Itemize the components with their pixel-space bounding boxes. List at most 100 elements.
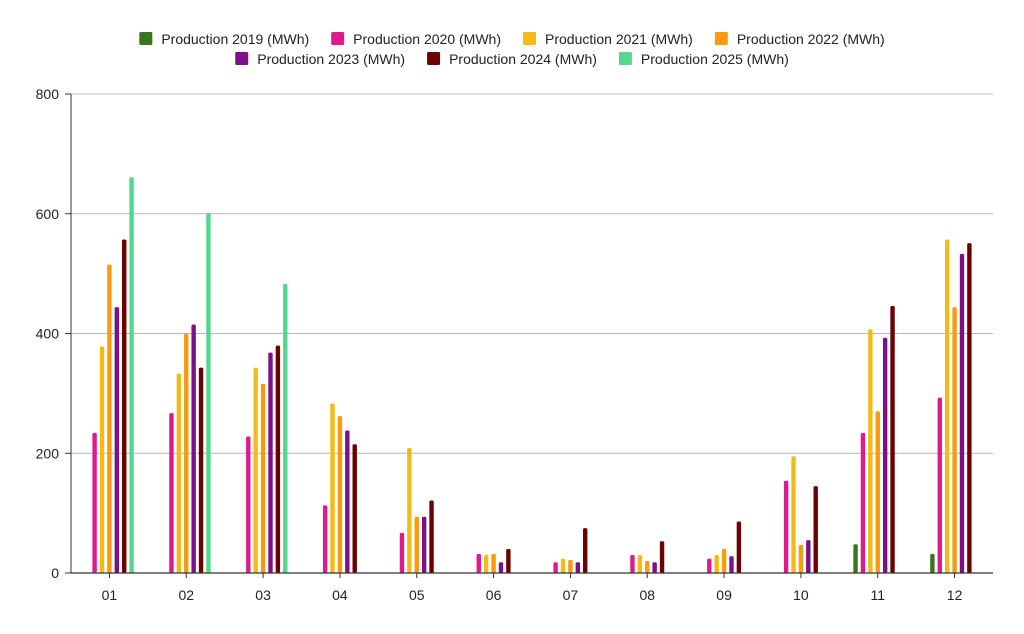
legend-label: Production 2023 (MWh) [257, 51, 405, 67]
bar [860, 432, 866, 573]
bar [184, 333, 189, 573]
bar [798, 544, 804, 573]
legend-item: Production 2025 (MWh) [618, 51, 789, 67]
bar [506, 549, 511, 573]
bar [191, 324, 196, 573]
bar [721, 549, 727, 573]
bar [268, 352, 273, 573]
bar [322, 505, 328, 573]
bar [729, 556, 734, 573]
bar [129, 177, 134, 573]
y-tick-label: 400 [36, 326, 60, 342]
bar [882, 337, 888, 573]
legend-label: Production 2024 (MWh) [449, 51, 597, 67]
bar [107, 264, 112, 573]
bar [736, 521, 742, 573]
bar [583, 528, 588, 573]
legend-item: Production 2021 (MWh) [523, 31, 693, 47]
bar [791, 456, 796, 573]
bar [575, 562, 581, 573]
bar [399, 532, 405, 573]
bar [491, 553, 496, 573]
bar [553, 562, 558, 573]
bar [959, 253, 965, 573]
bar [330, 403, 335, 573]
bar [407, 447, 412, 573]
bar [253, 367, 258, 573]
bar [952, 307, 957, 573]
bar [337, 416, 343, 573]
legend-label: Production 2020 (MWh) [353, 31, 501, 47]
legend-swatch [618, 52, 632, 65]
grid [71, 93, 993, 454]
x-tick-label: 06 [486, 587, 502, 603]
legend-label: Production 2022 (MWh) [737, 31, 885, 47]
bar [645, 561, 650, 573]
x-tick-label: 04 [332, 587, 348, 603]
bar [813, 486, 818, 573]
bar [206, 213, 211, 573]
bar [937, 397, 942, 573]
legend-swatch [427, 52, 441, 65]
legend-item: Production 2023 (MWh) [235, 51, 405, 67]
bar [707, 558, 712, 573]
bar [868, 329, 873, 573]
y-tick-label: 800 [36, 86, 60, 102]
x-tick-label: 03 [255, 587, 271, 603]
axes: 0 200 400 600 800 01 02 03 04 05 06 07 08 09 10 11 12 [36, 86, 993, 603]
x-tick-label: 01 [102, 587, 118, 603]
bar [806, 540, 811, 573]
bar [421, 516, 427, 573]
bars [92, 177, 972, 573]
bar [560, 558, 566, 573]
bar [875, 411, 880, 573]
bar [122, 239, 127, 573]
bar [476, 553, 481, 573]
bar [714, 555, 719, 573]
x-tick-label: 12 [947, 587, 963, 603]
legend: Production 2019 (MWh) Production 2020 (MW… [139, 31, 885, 67]
x-tick-label: 10 [793, 587, 809, 603]
bar [944, 239, 950, 573]
legend-item: Production 2019 (MWh) [139, 31, 309, 47]
bar [414, 516, 419, 573]
bar [169, 413, 174, 573]
bar [99, 346, 105, 573]
bar [92, 432, 97, 573]
x-tick-label: 02 [178, 587, 194, 603]
bar [176, 373, 182, 573]
bar [659, 541, 665, 573]
bar [853, 544, 858, 573]
bar [498, 562, 504, 573]
legend-swatch [523, 32, 536, 45]
legend-swatch [139, 32, 153, 45]
legend-label: Production 2019 (MWh) [161, 31, 309, 47]
legend-item: Production 2024 (MWh) [427, 51, 597, 67]
legend-swatch [235, 52, 249, 65]
bar [283, 283, 288, 573]
x-tick-label: 08 [639, 587, 655, 603]
legend-swatch [714, 32, 728, 45]
x-tick-label: 07 [563, 587, 579, 603]
bar [652, 562, 657, 573]
bar [890, 305, 895, 573]
x-tick-label: 11 [870, 587, 885, 603]
legend-item: Production 2020 (MWh) [331, 31, 501, 47]
bar [630, 555, 635, 573]
legend-label: Production 2021 (MWh) [545, 31, 693, 47]
legend-swatch [331, 32, 345, 45]
x-tick-label: 05 [409, 587, 425, 603]
bar [429, 500, 434, 573]
y-tick-label: 200 [36, 445, 60, 461]
bar [246, 436, 251, 573]
y-tick-label: 0 [51, 565, 59, 581]
bar [967, 243, 972, 573]
x-tick-label: 09 [716, 587, 732, 603]
bar [568, 559, 573, 573]
bar [345, 430, 350, 573]
bar [637, 555, 643, 573]
bar [783, 480, 789, 573]
y-tick-label: 600 [36, 206, 60, 222]
bar [260, 383, 266, 573]
